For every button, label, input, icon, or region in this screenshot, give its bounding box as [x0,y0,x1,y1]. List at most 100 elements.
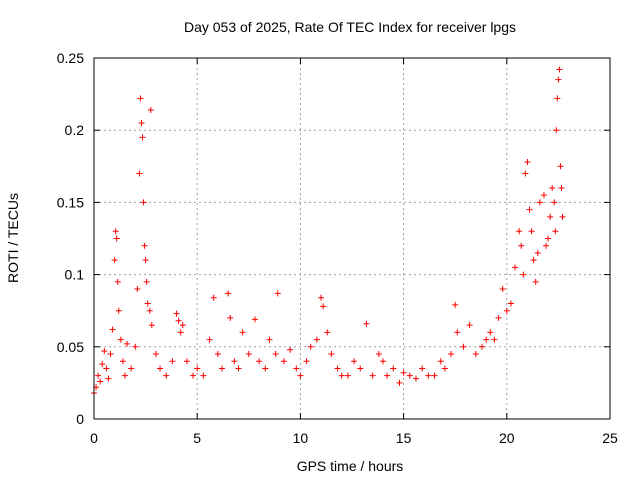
data-point [487,329,494,336]
data-point [266,336,273,343]
data-point [141,242,148,249]
data-point [552,228,559,235]
data-point [557,163,564,170]
data-point [491,336,498,343]
data-point [210,294,217,301]
data-point [543,242,550,249]
y-tick-label: 0.25 [57,50,84,66]
data-point [297,372,304,379]
data-point [143,278,150,285]
data-point [183,358,190,365]
data-point [146,307,153,314]
data-point [262,365,269,372]
data-point [472,351,479,358]
data-point [134,286,141,293]
data-point [320,303,327,310]
data-point [227,314,234,321]
data-point [547,213,554,220]
data-point [225,290,232,297]
data-point [554,95,561,102]
data-point [256,358,263,365]
data-point [136,170,143,177]
data-point [431,372,438,379]
data-point [483,336,490,343]
y-axis-label: ROTI / TECUs [5,193,21,283]
data-point [522,170,529,177]
data-point [148,322,155,329]
y-tick-label: 0.1 [65,267,85,283]
data-point [119,358,126,365]
plot-frame [93,57,611,420]
data-point [293,365,300,372]
data-point [558,184,565,191]
data-point [163,372,170,379]
data-point [113,235,120,242]
data-point [536,199,543,206]
data-point [549,184,556,191]
data-point [313,336,320,343]
data-point [115,307,122,314]
data-point [177,329,184,336]
data-point [495,314,502,321]
data-point [507,300,514,307]
data-point [175,317,182,324]
data-point [206,336,213,343]
x-tick-labels: 0 5 10 15 20 25 [90,430,618,446]
data-point [307,343,314,350]
data-point [334,365,341,372]
y-tick-label: 0.05 [57,339,84,355]
data-point [103,365,110,372]
data-point [152,351,159,358]
data-point [553,127,560,134]
data-point [139,134,146,141]
data-point [111,257,118,264]
data-point [419,365,426,372]
data-point [169,358,176,365]
data-point [107,351,114,358]
data-point [251,316,258,323]
data-point [272,351,279,358]
y-tick-labels: 0 0.05 0.1 0.15 0.2 0.25 [57,50,84,427]
data-point [406,372,413,379]
data-point [218,365,225,372]
data-point [318,294,325,301]
data-point [518,242,525,249]
data-point [140,199,147,206]
x-tick-label: 25 [602,430,618,446]
data-point [384,372,391,379]
data-point [328,351,335,358]
data-point [452,301,459,308]
y-tick-label: 0.2 [65,122,85,138]
data-point [534,249,541,256]
data-point [303,358,310,365]
data-point [357,365,364,372]
data-point [412,375,419,382]
data-point [532,278,539,285]
x-tick-label: 0 [90,430,98,446]
data-point [200,372,207,379]
x-tick-label: 15 [396,430,412,446]
data-point [530,257,537,264]
x-tick-label: 5 [193,430,201,446]
data-point [520,271,527,278]
data-point [559,213,566,220]
data-point [95,372,102,379]
data-point [280,358,287,365]
data-point [190,372,197,379]
data-point [460,343,467,350]
data-point [147,106,154,113]
data-point [287,346,294,353]
x-axis-label: GPS time / hours [297,458,404,474]
data-point [379,358,386,365]
data-point [144,300,151,307]
data-point [121,372,128,379]
data-point [369,372,376,379]
x-tick-label: 20 [499,430,515,446]
data-point [231,358,238,365]
data-point [338,372,345,379]
chart-title: Day 053 of 2025, Rate Of TEC Index for r… [184,19,516,35]
data-point [499,286,506,293]
data-point [194,365,201,372]
data-point [375,351,382,358]
